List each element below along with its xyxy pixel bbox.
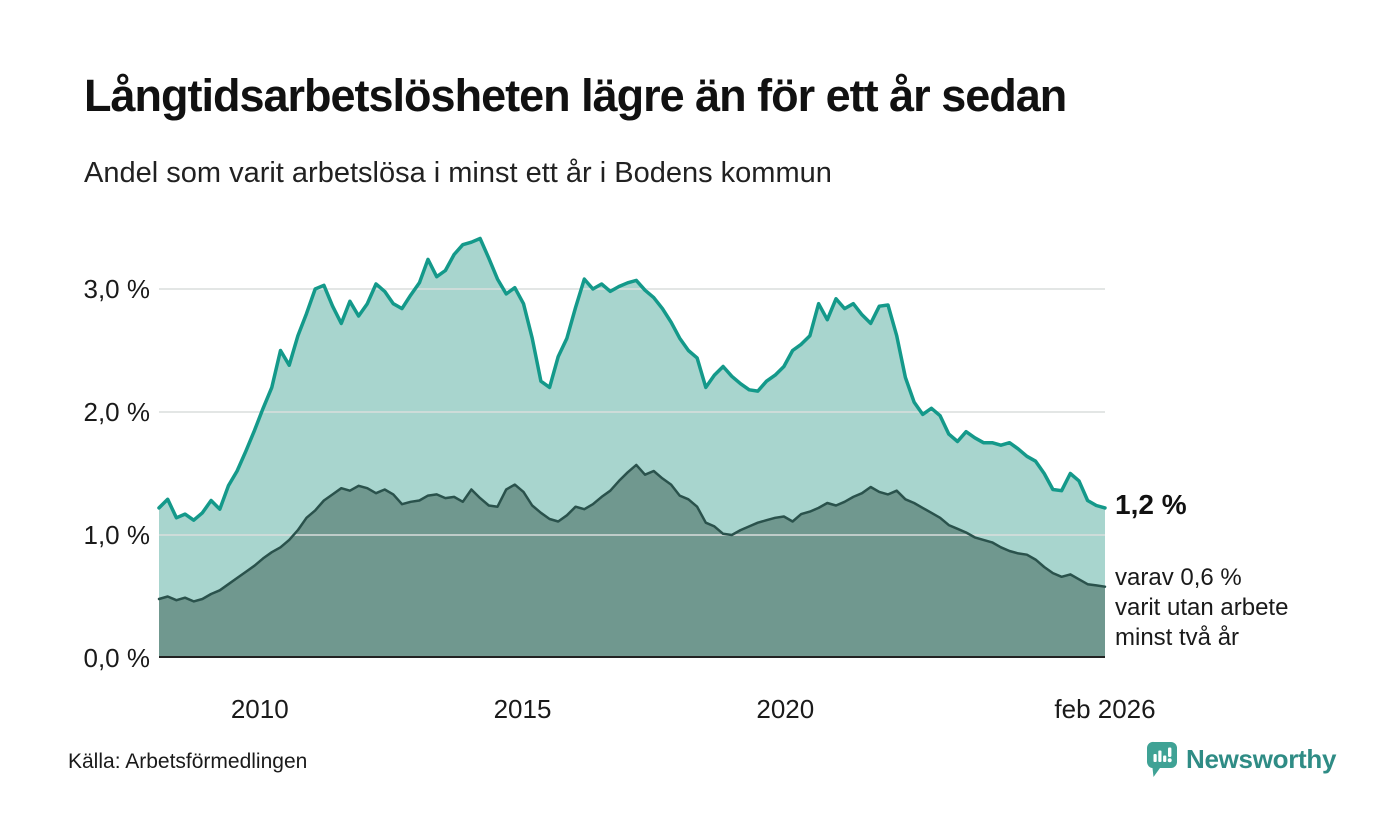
newsworthy-bubble-icon	[1147, 741, 1177, 777]
x-axis-tick-label: 2015	[493, 694, 552, 724]
chart-subtitle: Andel som varit arbetslösa i minst ett å…	[84, 157, 832, 189]
page-title: Långtidsarbetslösheten lägre än för ett …	[84, 70, 1067, 121]
y-axis-tick-label: 2,0 %	[83, 396, 151, 427]
x-axis-tick-label: feb 2026	[1054, 694, 1156, 724]
x-axis-tick-label: 2020	[756, 694, 815, 724]
source-credit: Källa: Arbetsförmedlingen	[68, 750, 308, 773]
end-note-annotation: varav 0,6 % varit utan arbete minst två …	[1115, 563, 1288, 653]
x-axis-tick-label: 2010	[230, 694, 289, 724]
newsworthy-logo: Newsworthy	[1147, 741, 1336, 778]
y-axis-tick-label: 0,0 %	[83, 643, 151, 673]
end-note-line: minst två år	[1115, 624, 1240, 651]
newsworthy-wordmark: Newsworthy	[1186, 744, 1337, 774]
area-chart-plot	[157, 236, 1107, 658]
y-axis-tick-label: 1,0 %	[83, 519, 151, 550]
end-note-line: varav 0,6 %	[1115, 564, 1242, 591]
end-note-line: varit utan arbete	[1115, 594, 1289, 621]
y-axis-tick-label: 3,0 %	[83, 273, 151, 304]
end-value-annotation: 1,2 %	[1115, 489, 1187, 520]
